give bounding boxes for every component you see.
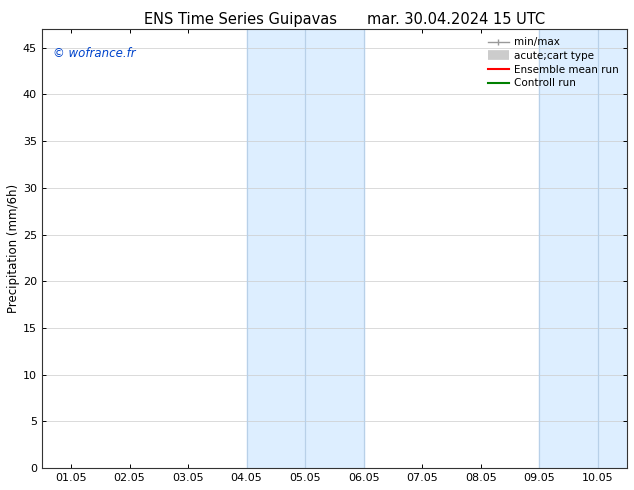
Text: ENS Time Series Guipavas: ENS Time Series Guipavas: [145, 12, 337, 27]
Text: mar. 30.04.2024 15 UTC: mar. 30.04.2024 15 UTC: [368, 12, 545, 27]
Legend: min/max, acute;cart type, Ensemble mean run, Controll run: min/max, acute;cart type, Ensemble mean …: [485, 34, 622, 92]
Bar: [598, 29, 627, 468]
Text: © wofrance.fr: © wofrance.fr: [53, 47, 136, 60]
Bar: [247, 29, 305, 468]
Bar: [540, 29, 598, 468]
Y-axis label: Precipitation (mm/6h): Precipitation (mm/6h): [7, 184, 20, 313]
Bar: [305, 29, 364, 468]
